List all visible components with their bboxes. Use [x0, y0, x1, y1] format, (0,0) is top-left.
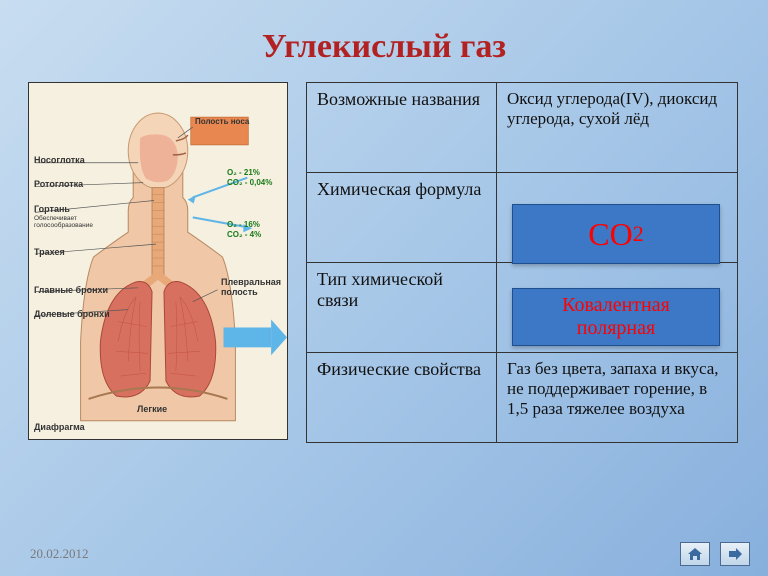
- table-row: Возможные названия Оксид углерода(IV), д…: [307, 83, 738, 173]
- home-button[interactable]: [680, 542, 710, 566]
- arrow-right-icon: [727, 547, 743, 561]
- table-label: Химическая формула: [307, 173, 497, 263]
- label-lobar: Долевые бронхи: [34, 310, 110, 320]
- next-button[interactable]: [720, 542, 750, 566]
- bond-line2: полярная: [577, 317, 655, 340]
- table-label: Тип химической связи: [307, 263, 497, 353]
- anatomy-diagram: Полость носа Носоглотка Ротоглотка Горта…: [28, 82, 288, 440]
- label-gas-in1: O₂ - 21%: [227, 169, 260, 178]
- table-value: Газ без цвета, запаха и вкуса, не поддер…: [497, 353, 738, 443]
- label-larynx-sub: Обеспечивает голосообразование: [34, 215, 93, 229]
- table-label: Возможные названия: [307, 83, 497, 173]
- formula-sub: 2: [633, 221, 644, 247]
- home-icon: [687, 547, 703, 561]
- table-row: Физические свойства Газ без цвета, запах…: [307, 353, 738, 443]
- label-bronchi: Главные бронхи: [34, 286, 108, 296]
- nav-buttons: [680, 542, 750, 566]
- formula-base: CO: [588, 216, 632, 253]
- label-oropharynx: Ротоглотка: [34, 180, 83, 190]
- table-label: Физические свойства: [307, 353, 497, 443]
- label-nasopharynx: Носоглотка: [34, 156, 85, 166]
- label-nasal-cavity: Полость носа: [195, 118, 249, 127]
- label-gas-out1: O₂ - 16%: [227, 221, 260, 230]
- table-value: Оксид углерода(IV), диоксид углерода, су…: [497, 83, 738, 173]
- label-larynx: Гортань: [34, 205, 70, 215]
- label-trachea: Трахея: [34, 248, 65, 258]
- bond-type-callout: Ковалентная полярная: [512, 288, 720, 346]
- page-title: Углекислый газ: [0, 0, 768, 66]
- label-diaphragm: Диафрагма: [34, 423, 85, 433]
- label-gas-in2: CO₂ - 0,04%: [227, 179, 272, 188]
- label-pleural: Плевральная полость: [221, 278, 281, 298]
- label-lungs: Легкие: [137, 405, 167, 415]
- bond-line1: Ковалентная: [562, 294, 670, 317]
- footer-date: 20.02.2012: [30, 546, 89, 562]
- formula-callout: CO2: [512, 204, 720, 264]
- label-gas-out2: CO₂ - 4%: [227, 231, 261, 240]
